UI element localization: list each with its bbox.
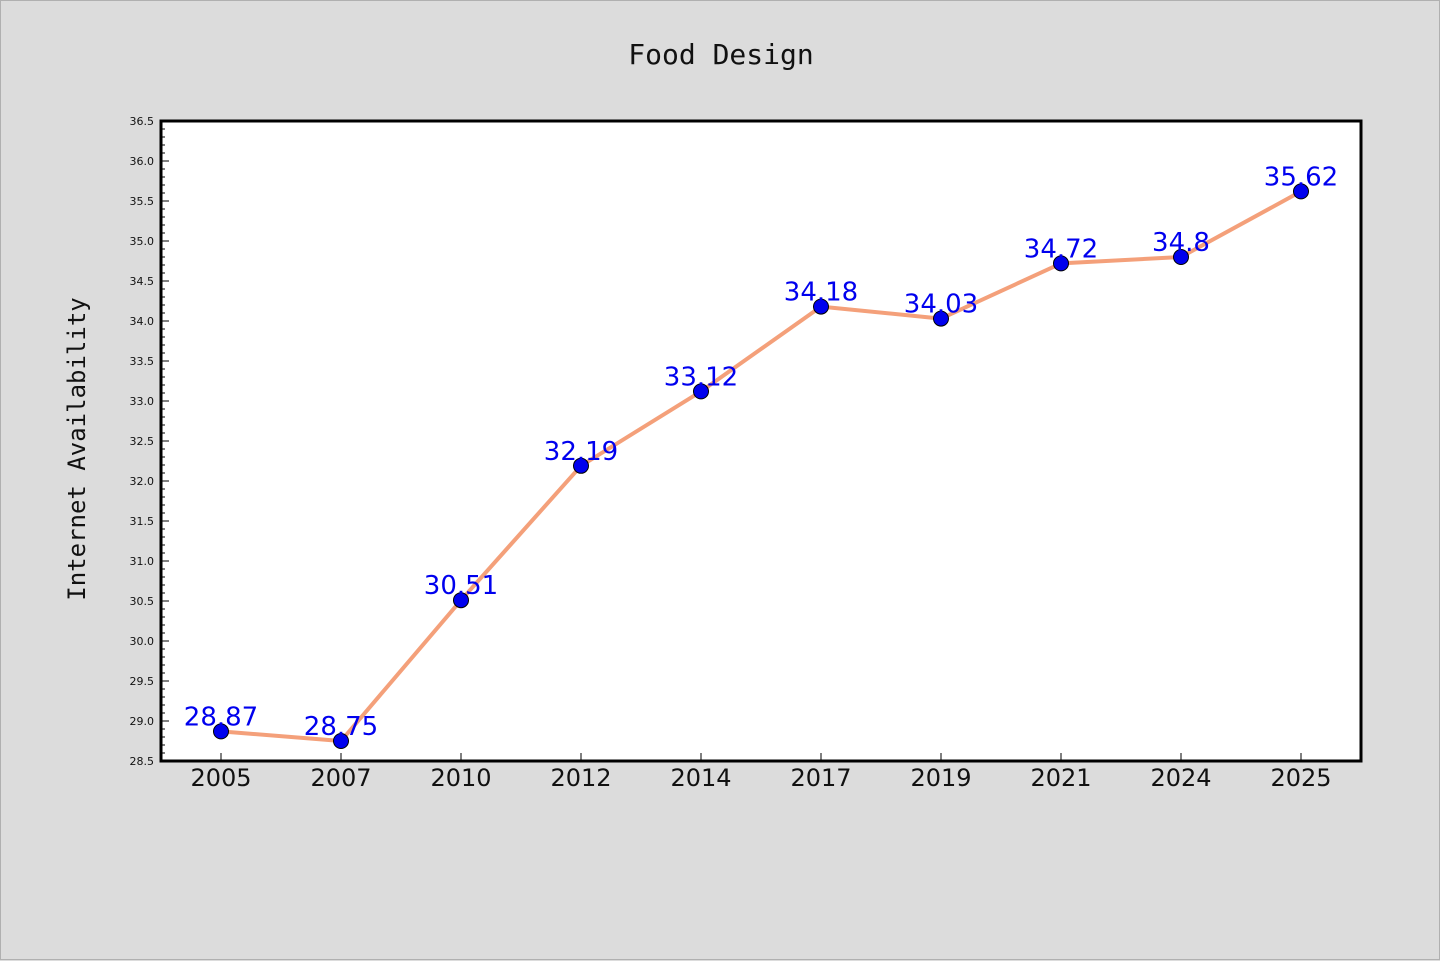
- y-tick-label: 30.0: [130, 635, 155, 648]
- data-label: 35.62: [1264, 162, 1338, 192]
- data-point: [933, 310, 949, 327]
- y-axis-label: Internet Availability: [63, 297, 91, 600]
- x-tick-label: 2012: [550, 764, 611, 792]
- x-tick-label: 2007: [310, 764, 371, 792]
- y-axis: 28.5 29.0 29.5 30.0 30.5 31.0 31.5 32.0 32.5 33.0…: [130, 115, 169, 768]
- data-point: [453, 592, 469, 609]
- y-tick-label: 33.5: [130, 355, 155, 368]
- series-line: [219, 189, 1303, 743]
- data-point: [1053, 255, 1069, 272]
- x-tick-label: 2019: [910, 764, 971, 792]
- data-point: [693, 383, 709, 400]
- y-tick-label: 36.5: [130, 115, 155, 128]
- y-tick-label: 31.0: [130, 555, 155, 568]
- y-tick-label: 31.5: [130, 515, 155, 528]
- series-layer: [213, 183, 1309, 749]
- x-tick-label: 2025: [1270, 764, 1331, 792]
- x-tick-label: 2014: [670, 764, 731, 792]
- data-point: [573, 457, 589, 474]
- y-tick-label: 32.5: [130, 435, 155, 448]
- data-point: [333, 733, 349, 749]
- data-point: [213, 723, 229, 740]
- data-label: 34.18: [784, 278, 858, 308]
- x-tick-label: 2010: [430, 764, 491, 792]
- data-label: 33.12: [664, 362, 738, 392]
- y-tick-label: 29.0: [130, 715, 155, 728]
- y-tick-label: 32.0: [130, 475, 155, 488]
- x-tick-label: 2024: [1150, 764, 1211, 792]
- y-tick-label: 34.0: [130, 315, 155, 328]
- y-tick-label: 35.5: [130, 195, 155, 208]
- y-tick-label: 29.5: [130, 675, 155, 688]
- plot-area: [159, 119, 1363, 763]
- data-label: 34.8: [1152, 228, 1210, 258]
- data-label: 34.72: [1024, 234, 1098, 264]
- y-tick-label: 28.5: [130, 755, 155, 768]
- y-tick-label: 34.5: [130, 275, 155, 288]
- data-labels: 28.87 28.75 30.51 32.19 33.12 34.18 34.03 34.72…: [184, 162, 1338, 742]
- data-label: 30.51: [424, 571, 498, 601]
- chart-title: Food Design: [628, 38, 813, 71]
- x-tick-label: 2005: [190, 764, 251, 792]
- y-tick-label: 30.5: [130, 595, 155, 608]
- y-tick-label: 35.0: [130, 235, 155, 248]
- x-tick-label: 2017: [790, 764, 851, 792]
- x-tick-label: 2021: [1030, 764, 1091, 792]
- data-label: 34.03: [904, 290, 978, 320]
- x-axis: 2005 2007 2010 2012 2014 2017 2019 2021 2024 2025: [190, 753, 1332, 792]
- data-point: [1293, 183, 1309, 200]
- data-label: 28.75: [304, 712, 378, 742]
- y-tick-label: 36.0: [130, 155, 155, 168]
- data-label: 32.19: [544, 437, 618, 467]
- data-point: [1173, 249, 1189, 265]
- y-tick-label: 33.0: [130, 395, 155, 408]
- data-point: [813, 298, 829, 315]
- data-label: 28.87: [184, 702, 258, 732]
